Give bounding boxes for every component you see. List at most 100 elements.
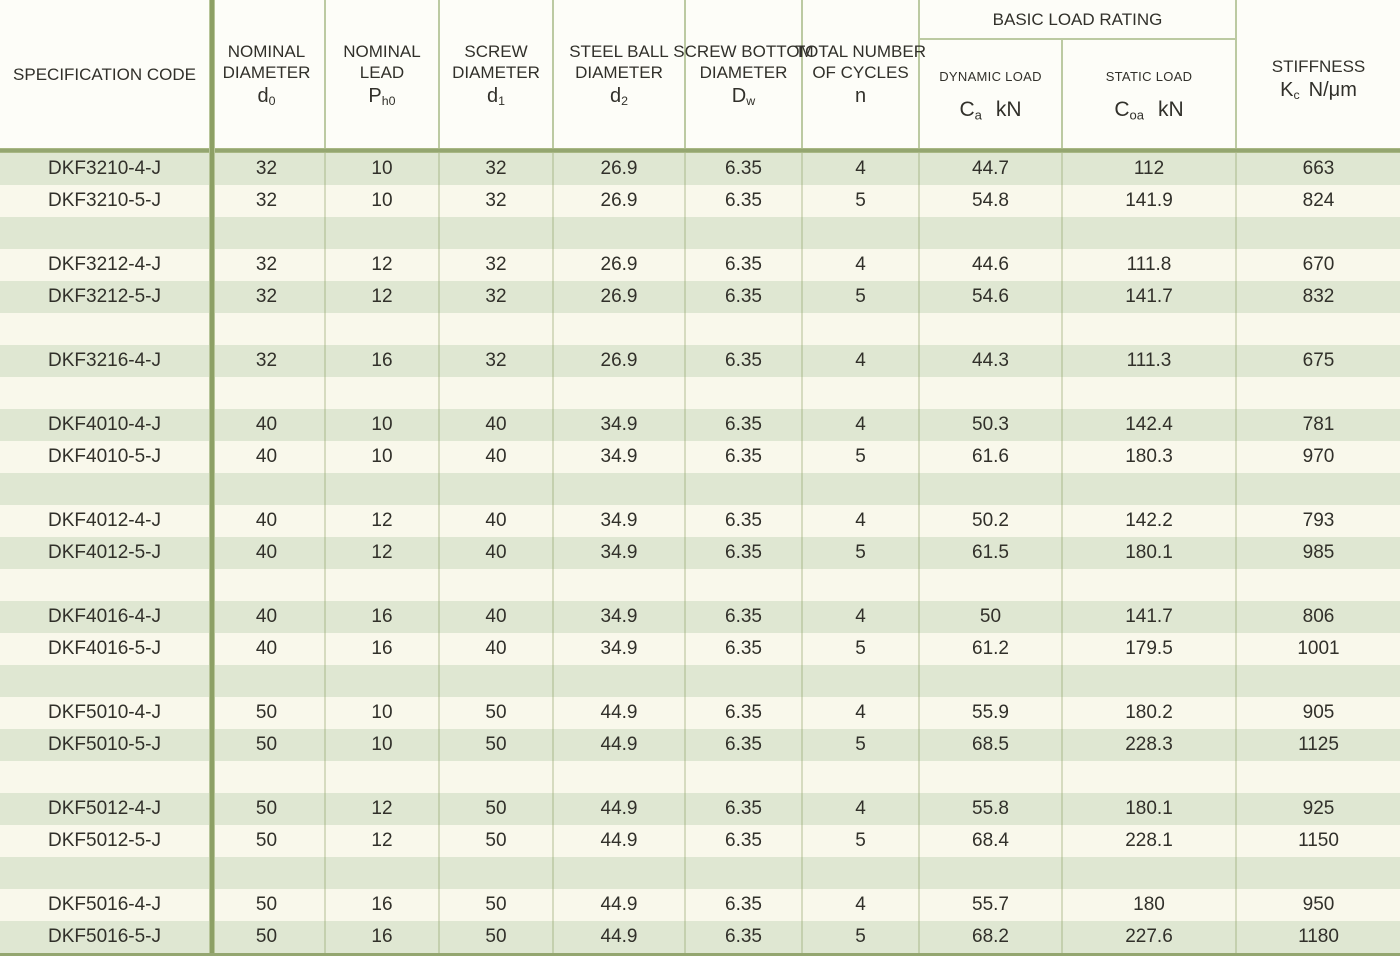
value-cell (1237, 761, 1400, 793)
value-cell: 40 (209, 601, 326, 633)
value-cell: 111.3 (1063, 345, 1237, 377)
value-cell (1237, 313, 1400, 345)
basic-load-rating-subheaders: DYNAMIC LOAD Ca kN STATIC LOAD Coa kN (920, 40, 1235, 148)
table-row: DKF4012-4-J 40 12 40 34.9 6.35 4 50.2 142.2 793 (0, 505, 1400, 537)
value-cell: 5 (803, 633, 920, 665)
spacer-row (0, 217, 1400, 249)
header-screw-bottom-diameter: SCREW BOTTOM DIAMETER Dw (673, 0, 814, 148)
header-steel-ball-diameter: STEEL BALL DIAMETER d2 (554, 0, 686, 148)
value-cell: 50 (209, 889, 326, 921)
value-cell (1237, 569, 1400, 601)
value-cell: 26.9 (554, 153, 686, 185)
value-cell: 32 (440, 185, 554, 217)
value-cell: 44.9 (554, 825, 686, 857)
spec-code-cell: DKF3210-4-J (48, 158, 161, 179)
value-cell: 68.4 (920, 825, 1063, 857)
header-symbol: Ph0 (368, 84, 396, 108)
value-cell: 16 (326, 921, 440, 953)
value-cell (686, 857, 803, 889)
header-symbol: n (854, 84, 867, 107)
value-cell: 5 (803, 921, 920, 953)
table-row: DKF3210-4-J 32 10 32 26.9 6.35 4 44.7 112 663 (0, 153, 1400, 185)
value-cell (803, 665, 920, 697)
value-cell: 180.1 (1063, 537, 1237, 569)
value-cell (686, 313, 803, 345)
value-cell: 32 (209, 185, 326, 217)
spec-code-cell (0, 569, 209, 601)
value-cell: 6.35 (686, 537, 803, 569)
value-cell (686, 665, 803, 697)
value-cell (440, 761, 554, 793)
spacer-row (0, 857, 1400, 889)
value-cell (920, 569, 1063, 601)
value-cell: 10 (326, 409, 440, 441)
header-label: SCREW BOTTOM (673, 41, 814, 61)
header-dynamic-load: DYNAMIC LOAD Ca kN (920, 40, 1063, 148)
value-cell: 793 (1302, 510, 1335, 531)
value-cell: 32 (440, 249, 554, 281)
value-cell (920, 857, 1063, 889)
value-cell (686, 217, 803, 249)
value-cell (1237, 377, 1400, 409)
value-cell: 44.3 (920, 345, 1063, 377)
spec-code-cell (0, 377, 209, 409)
value-cell: 4 (803, 505, 920, 537)
value-cell (803, 761, 920, 793)
value-cell (554, 665, 686, 697)
spec-code-cell (0, 665, 209, 697)
spec-code-cell: DKF4016-5-J (48, 638, 161, 659)
value-cell: 50 (209, 697, 326, 729)
value-cell: 50 (440, 921, 554, 953)
header-static-load: STATIC LOAD Coa kN (1063, 40, 1235, 148)
value-cell (1237, 665, 1400, 697)
table-row: DKF4012-5-J 40 12 40 34.9 6.35 5 61.5 180.1 985 (0, 537, 1400, 569)
value-cell: 10 (326, 697, 440, 729)
value-cell: 4 (803, 345, 920, 377)
value-cell: 50 (440, 729, 554, 761)
header-label: SPECIFICATION CODE (13, 64, 196, 84)
value-cell: 44.9 (554, 729, 686, 761)
spacer-row (0, 665, 1400, 697)
value-cell (209, 473, 326, 505)
value-cell: 180 (1063, 889, 1237, 921)
spec-code-cell: DKF5016-5-J (48, 926, 161, 947)
value-cell: 6.35 (686, 281, 803, 313)
spec-code-cell: DKF4010-4-J (48, 414, 161, 435)
value-cell: 227.6 (1063, 921, 1237, 953)
basic-load-rating-title: BASIC LOAD RATING (920, 0, 1235, 40)
value-cell: 26.9 (554, 249, 686, 281)
spec-code-cell: DKF4010-5-J (48, 446, 161, 467)
value-cell: 141.7 (1063, 281, 1237, 313)
value-cell: 32 (440, 153, 554, 185)
table-row: DKF4010-5-J 40 10 40 34.9 6.35 5 61.6 180.3 970 (0, 441, 1400, 473)
value-cell: 6.35 (686, 697, 803, 729)
value-cell (554, 217, 686, 249)
value-cell (1063, 569, 1237, 601)
value-cell: 180.2 (1063, 697, 1237, 729)
header-label: DIAMETER (575, 62, 663, 82)
value-cell: 905 (1302, 702, 1335, 723)
header-label: SCREW (464, 41, 528, 61)
header-label: STATIC LOAD (1105, 69, 1193, 84)
value-cell: 970 (1302, 446, 1335, 467)
value-cell: 34.9 (554, 409, 686, 441)
table-row: DKF4016-4-J 40 16 40 34.9 6.35 4 50 141.7 806 (0, 601, 1400, 633)
header-label: NOMINAL (343, 41, 421, 61)
value-cell (1063, 761, 1237, 793)
value-cell (554, 313, 686, 345)
value-cell: 1001 (1297, 638, 1340, 659)
value-cell: 40 (209, 441, 326, 473)
value-cell: 5 (803, 825, 920, 857)
value-cell: 806 (1302, 606, 1335, 627)
value-cell: 50 (440, 793, 554, 825)
value-cell: 5 (803, 185, 920, 217)
value-cell: 6.35 (686, 409, 803, 441)
spacer-row (0, 313, 1400, 345)
value-cell (440, 857, 554, 889)
value-cell: 142.2 (1063, 505, 1237, 537)
header-symbol: Kc N/μm (1280, 79, 1357, 103)
value-cell: 228.1 (1063, 825, 1237, 857)
value-cell: 675 (1302, 350, 1335, 371)
value-cell (1063, 473, 1237, 505)
spec-code-cell: DKF5016-4-J (48, 894, 161, 915)
